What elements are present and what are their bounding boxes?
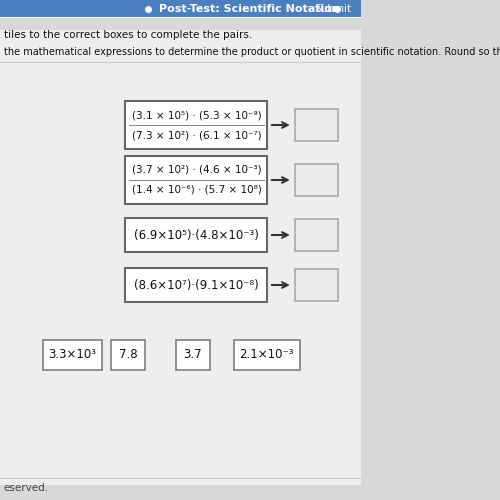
- Text: (1.4 × 10⁻⁶) · (5.7 × 10⁸): (1.4 × 10⁻⁶) · (5.7 × 10⁸): [132, 185, 262, 195]
- Text: eserved.: eserved.: [4, 483, 48, 493]
- FancyBboxPatch shape: [0, 30, 360, 485]
- FancyBboxPatch shape: [126, 156, 268, 204]
- FancyBboxPatch shape: [126, 101, 268, 149]
- Text: 7.8: 7.8: [118, 348, 138, 362]
- FancyBboxPatch shape: [295, 269, 338, 301]
- FancyBboxPatch shape: [295, 219, 338, 251]
- FancyBboxPatch shape: [126, 268, 268, 302]
- Text: (3.7 × 10²) · (4.6 × 10⁻³): (3.7 × 10²) · (4.6 × 10⁻³): [132, 165, 262, 175]
- Text: 2.1×10⁻³: 2.1×10⁻³: [240, 348, 294, 362]
- Text: tiles to the correct boxes to complete the pairs.: tiles to the correct boxes to complete t…: [4, 30, 252, 40]
- FancyBboxPatch shape: [126, 218, 268, 252]
- Text: Post-Test: Scientific Notation: Post-Test: Scientific Notation: [158, 4, 340, 14]
- Text: Submit: Submit: [314, 4, 352, 14]
- Text: the mathematical expressions to determine the product or quotient in scientific : the mathematical expressions to determin…: [4, 47, 500, 57]
- FancyBboxPatch shape: [234, 340, 300, 370]
- Text: (8.6×10⁷)·(9.1×10⁻⁸): (8.6×10⁷)·(9.1×10⁻⁸): [134, 278, 259, 291]
- FancyBboxPatch shape: [0, 0, 360, 17]
- FancyBboxPatch shape: [111, 340, 145, 370]
- FancyBboxPatch shape: [42, 340, 102, 370]
- FancyBboxPatch shape: [295, 109, 338, 141]
- Text: (7.3 × 10²) · (6.1 × 10⁻⁷): (7.3 × 10²) · (6.1 × 10⁻⁷): [132, 130, 262, 140]
- Text: (3.1 × 10⁵) · (5.3 × 10⁻⁹): (3.1 × 10⁵) · (5.3 × 10⁻⁹): [132, 110, 262, 120]
- Text: (6.9×10⁵)·(4.8×10⁻³): (6.9×10⁵)·(4.8×10⁻³): [134, 228, 259, 241]
- Text: 3.3×10³: 3.3×10³: [48, 348, 96, 362]
- FancyBboxPatch shape: [295, 164, 338, 196]
- Text: 3.7: 3.7: [184, 348, 202, 362]
- FancyBboxPatch shape: [176, 340, 210, 370]
